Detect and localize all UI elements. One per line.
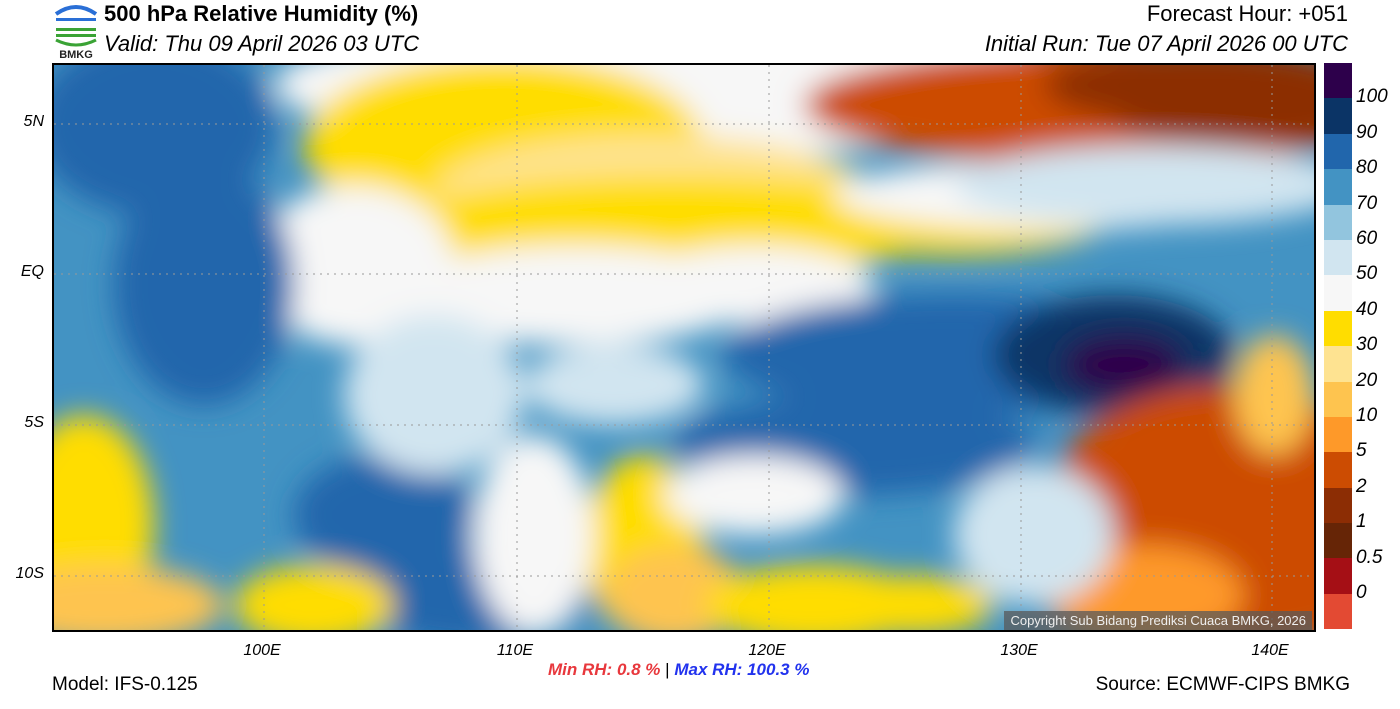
humidity-region [294, 455, 474, 575]
lat-label-10s: 10S [15, 565, 44, 582]
humidity-region [954, 465, 1114, 605]
colorbar-label: 90 [1356, 121, 1378, 143]
humidity-region [474, 435, 594, 630]
humidity-region [1234, 335, 1314, 455]
humidity-region [234, 565, 394, 630]
lat-label-5n: 5N [23, 113, 44, 130]
colorbar-label: 2 [1356, 475, 1367, 497]
humidity-region [634, 245, 874, 325]
initial-run: Initial Run: Tue 07 April 2026 00 UTC [984, 31, 1348, 56]
colorbar-swatch [1324, 169, 1352, 205]
humidity-region [664, 455, 844, 535]
max-rh-value: 100.3 % [747, 660, 810, 679]
colorbar-label: 60 [1356, 228, 1378, 249]
humidity-region [1114, 85, 1314, 145]
lon-label-140e: 140E [1251, 642, 1289, 659]
lon-label-100e: 100E [243, 642, 281, 659]
colorbar-swatch [1324, 63, 1352, 99]
humidity-region [114, 165, 294, 405]
colorbar-swatch [1324, 452, 1352, 488]
source-info: Source: ECMWF-CIPS BMKG [1095, 674, 1350, 695]
colorbar-swatch [1324, 98, 1352, 134]
bmkg-logo: BMKG [52, 0, 100, 61]
colorbar-label: 40 [1356, 298, 1378, 320]
colorbar-label: 100 [1356, 86, 1388, 108]
colorbar-swatch [1324, 593, 1352, 630]
humidity-region [834, 575, 994, 630]
colorbar-label: 20 [1356, 369, 1378, 391]
lon-label-120e: 120E [748, 642, 786, 659]
humidity-region [54, 565, 224, 630]
colorbar-label: 5 [1356, 440, 1367, 462]
colorbar-swatch [1324, 558, 1352, 594]
colorbar-swatch [1324, 204, 1352, 240]
forecast-hour: Forecast Hour: +051 [1146, 1, 1348, 26]
colorbar-label: 0 [1356, 582, 1367, 603]
valid-time: Valid: Thu 09 April 2026 03 UTC [104, 31, 420, 56]
colorbar-swatch [1324, 133, 1352, 170]
colorbar-label: 80 [1356, 157, 1378, 179]
lat-label-eq: EQ [20, 263, 44, 280]
lon-label-110e: 110E [496, 642, 534, 659]
colorbar-swatch [1324, 416, 1352, 453]
colorbar-label: 70 [1356, 192, 1378, 214]
min-rh-value: 0.8 % [616, 660, 661, 679]
copyright-notice: Copyright Sub Bidang Prediksi Cuaca BMKG… [1004, 611, 1312, 630]
max-rh-label: Max RH: [674, 660, 743, 679]
svg-text:BMKG: BMKG [59, 49, 93, 60]
lon-label-130e: 130E [1000, 642, 1038, 659]
humidity-region [954, 145, 1314, 225]
colorbar-label: 0.5 [1356, 546, 1383, 568]
humidity-map[interactable]: Copyright Sub Bidang Prediksi Cuaca BMKG… [52, 63, 1316, 632]
colorbar-swatch [1324, 523, 1352, 559]
stats-separator: | [665, 660, 670, 679]
rh-stats: Min RH: 0.8 % | Max RH: 100.3 % [548, 660, 809, 680]
humidity-region [344, 315, 524, 475]
colorbar-swatch [1324, 381, 1352, 417]
colorbar-swatch [1324, 310, 1352, 347]
lat-label-5s: 5S [24, 414, 44, 431]
colorbar-swatch [1324, 487, 1352, 524]
colorbar-label: 50 [1356, 263, 1378, 285]
colorbar-label: 30 [1356, 334, 1378, 356]
model-info: Model: IFS-0.125 [52, 674, 198, 695]
min-rh-label: Min RH: [548, 660, 613, 679]
colorbar-label: 10 [1356, 405, 1378, 426]
humidity-region [1064, 335, 1184, 395]
colorbar-swatch [1324, 239, 1352, 276]
colorbar-swatch [1324, 346, 1352, 382]
humidity-region [524, 345, 704, 425]
chart-title: 500 hPa Relative Humidity (%) [104, 1, 419, 26]
colorbar [1324, 63, 1352, 630]
colorbar-swatch [1324, 275, 1352, 311]
colorbar-label: 1 [1356, 511, 1367, 533]
